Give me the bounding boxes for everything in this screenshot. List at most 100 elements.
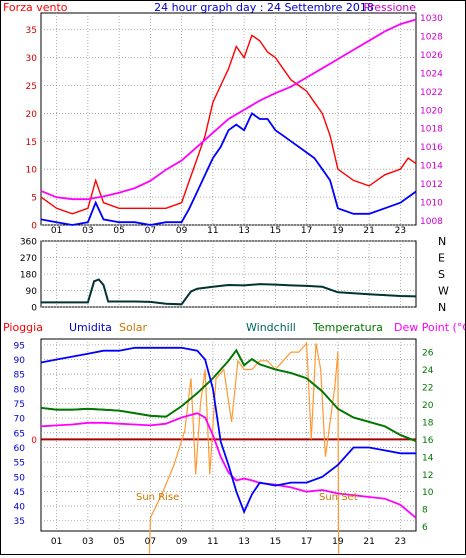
pressure-tick-label: 1018: [420, 125, 443, 135]
pressure-tick-label: 1010: [420, 198, 443, 208]
x-tick-label: 13: [238, 226, 249, 236]
wind-tick-label: 35: [26, 26, 37, 36]
solar-line: [148, 341, 340, 558]
chart-title: 24 hour graph day : 24 Settembre 2018: [154, 1, 374, 14]
wind-average-line: [40, 112, 417, 226]
legend-dew-point: Dew Point (°C): [394, 321, 465, 334]
temperature-tick-label: 14: [422, 453, 434, 463]
x-tick-label: 17: [301, 226, 312, 236]
wind-tick-label: 15: [26, 138, 37, 148]
wind-tick-label: 5: [31, 194, 37, 204]
wind-gust-line: [40, 34, 417, 215]
legend-windchill: Windchill: [246, 321, 296, 334]
temperature-tick-label: 6: [422, 523, 428, 533]
humidity-tick-label: 95: [14, 341, 25, 351]
direction-compass-label: S: [438, 268, 445, 281]
x-tick-label: 05: [113, 537, 124, 547]
humidity-tick-label: 40: [14, 503, 26, 513]
x-tick-label: 01: [51, 537, 62, 547]
wind-tick-label: 0: [31, 222, 37, 232]
temperature-ticks: 35 40 45 50 55 60 65 70 75 80 85 90 95 6 8 10 12 14 16 18 20…: [14, 341, 434, 533]
temperature-plot-area: [40, 338, 417, 532]
sunrise-label: Sun Rise: [136, 492, 179, 503]
sunset-label: Sun Set: [319, 492, 358, 503]
x-tick-label: 19: [332, 226, 344, 236]
pressure-tick-label: 1024: [420, 69, 443, 79]
x-tick-label: 21: [363, 537, 374, 547]
pressure-axis-label: Pressione: [364, 1, 417, 14]
x-tick-label: 23: [395, 537, 406, 547]
humidity-line: [40, 346, 416, 515]
temperature-tick-label: 22: [422, 384, 433, 394]
direction-tick-label: 90: [26, 287, 38, 297]
direction-tick-label: 360: [20, 238, 37, 248]
temperature-tick-label: 20: [422, 401, 434, 411]
direction-compass-label: N: [438, 301, 446, 314]
direction-compass-label: W: [438, 285, 449, 298]
x-tick-label: 23: [395, 226, 406, 236]
pressure-tick-label: 1014: [420, 162, 443, 172]
x-tick-label: 13: [238, 537, 249, 547]
direction-grid: [41, 240, 416, 308]
pressure-line: [40, 18, 417, 201]
wind-tick-label: 25: [26, 82, 37, 92]
pressure-tick-label: 1020: [420, 106, 443, 116]
humidity-tick-label: 80: [14, 385, 26, 395]
humidity-tick-label: 45: [14, 488, 25, 498]
direction-tick-label: 0: [31, 304, 37, 314]
legend-rain: Pioggia: [3, 321, 43, 334]
x-tick-label: 17: [301, 537, 312, 547]
temperature-series: [40, 341, 417, 558]
direction-tick-label: 270: [20, 254, 37, 264]
x-tick-label: 03: [82, 226, 93, 236]
x-tick-label: 15: [270, 226, 281, 236]
temperature-tick-label: 26: [422, 349, 434, 359]
x-axis-ticks: 01 01 03 03 05 05 07 07 09 09 11 11 13 13 15 15 17 17 19 19…: [51, 226, 406, 547]
direction-series: [41, 278, 417, 306]
temperature-tick-label: 8: [422, 506, 428, 516]
wind-series: [40, 18, 417, 226]
humidity-tick-label: 60: [14, 444, 26, 454]
wind-tick-label: 10: [26, 166, 38, 176]
x-tick-label: 07: [145, 537, 156, 547]
temperature-tick-label: 12: [422, 471, 433, 481]
x-tick-label: 11: [207, 537, 218, 547]
humidity-tick-label: 75: [14, 400, 25, 410]
pressure-tick-label: 1008: [420, 217, 443, 227]
x-tick-label: 11: [207, 226, 218, 236]
humidity-tick-label: 90: [14, 356, 26, 366]
direction-tick-label: 180: [20, 271, 37, 281]
wind-grid: [41, 13, 416, 226]
direction-compass-label: E: [438, 252, 445, 265]
pressure-tick-label: 1026: [420, 51, 443, 61]
pressure-tick-label: 1030: [420, 14, 443, 24]
pressure-tick-label: 1016: [420, 143, 443, 153]
dew-point-line: [40, 412, 417, 519]
humidity-tick-label: 35: [14, 517, 25, 527]
legend-temperature: Temperatura: [312, 321, 383, 334]
temperature-tick-label: 10: [422, 488, 434, 498]
legend-humidity: Umidita: [69, 321, 112, 334]
x-tick-label: 19: [332, 537, 344, 547]
wind-tick-label: 20: [26, 110, 38, 120]
direction-line: [41, 278, 417, 306]
pressure-tick-label: 1022: [420, 88, 443, 98]
legend-solar: Solar: [119, 321, 148, 334]
wind-ticks: 0 5 10 15 20 25 30 35 1008 1010 1012 1014 1016 1018 10…: [26, 14, 444, 231]
x-tick-label: 21: [363, 226, 374, 236]
x-tick-label: 09: [176, 226, 188, 236]
x-tick-label: 07: [145, 226, 156, 236]
temperature-tick-label: 24: [422, 366, 434, 376]
humidity-tick-label: 85: [14, 371, 25, 381]
x-tick-label: 05: [113, 226, 124, 236]
x-tick-label: 01: [51, 226, 62, 236]
temperature-tick-label: 18: [422, 418, 434, 428]
wind-tick-label: 30: [26, 54, 38, 64]
humidity-tick-label: 50: [14, 473, 26, 483]
humidity-tick-label: 70: [14, 415, 26, 425]
x-tick-label: 15: [270, 537, 281, 547]
humidity-tick-label: 55: [14, 459, 25, 469]
